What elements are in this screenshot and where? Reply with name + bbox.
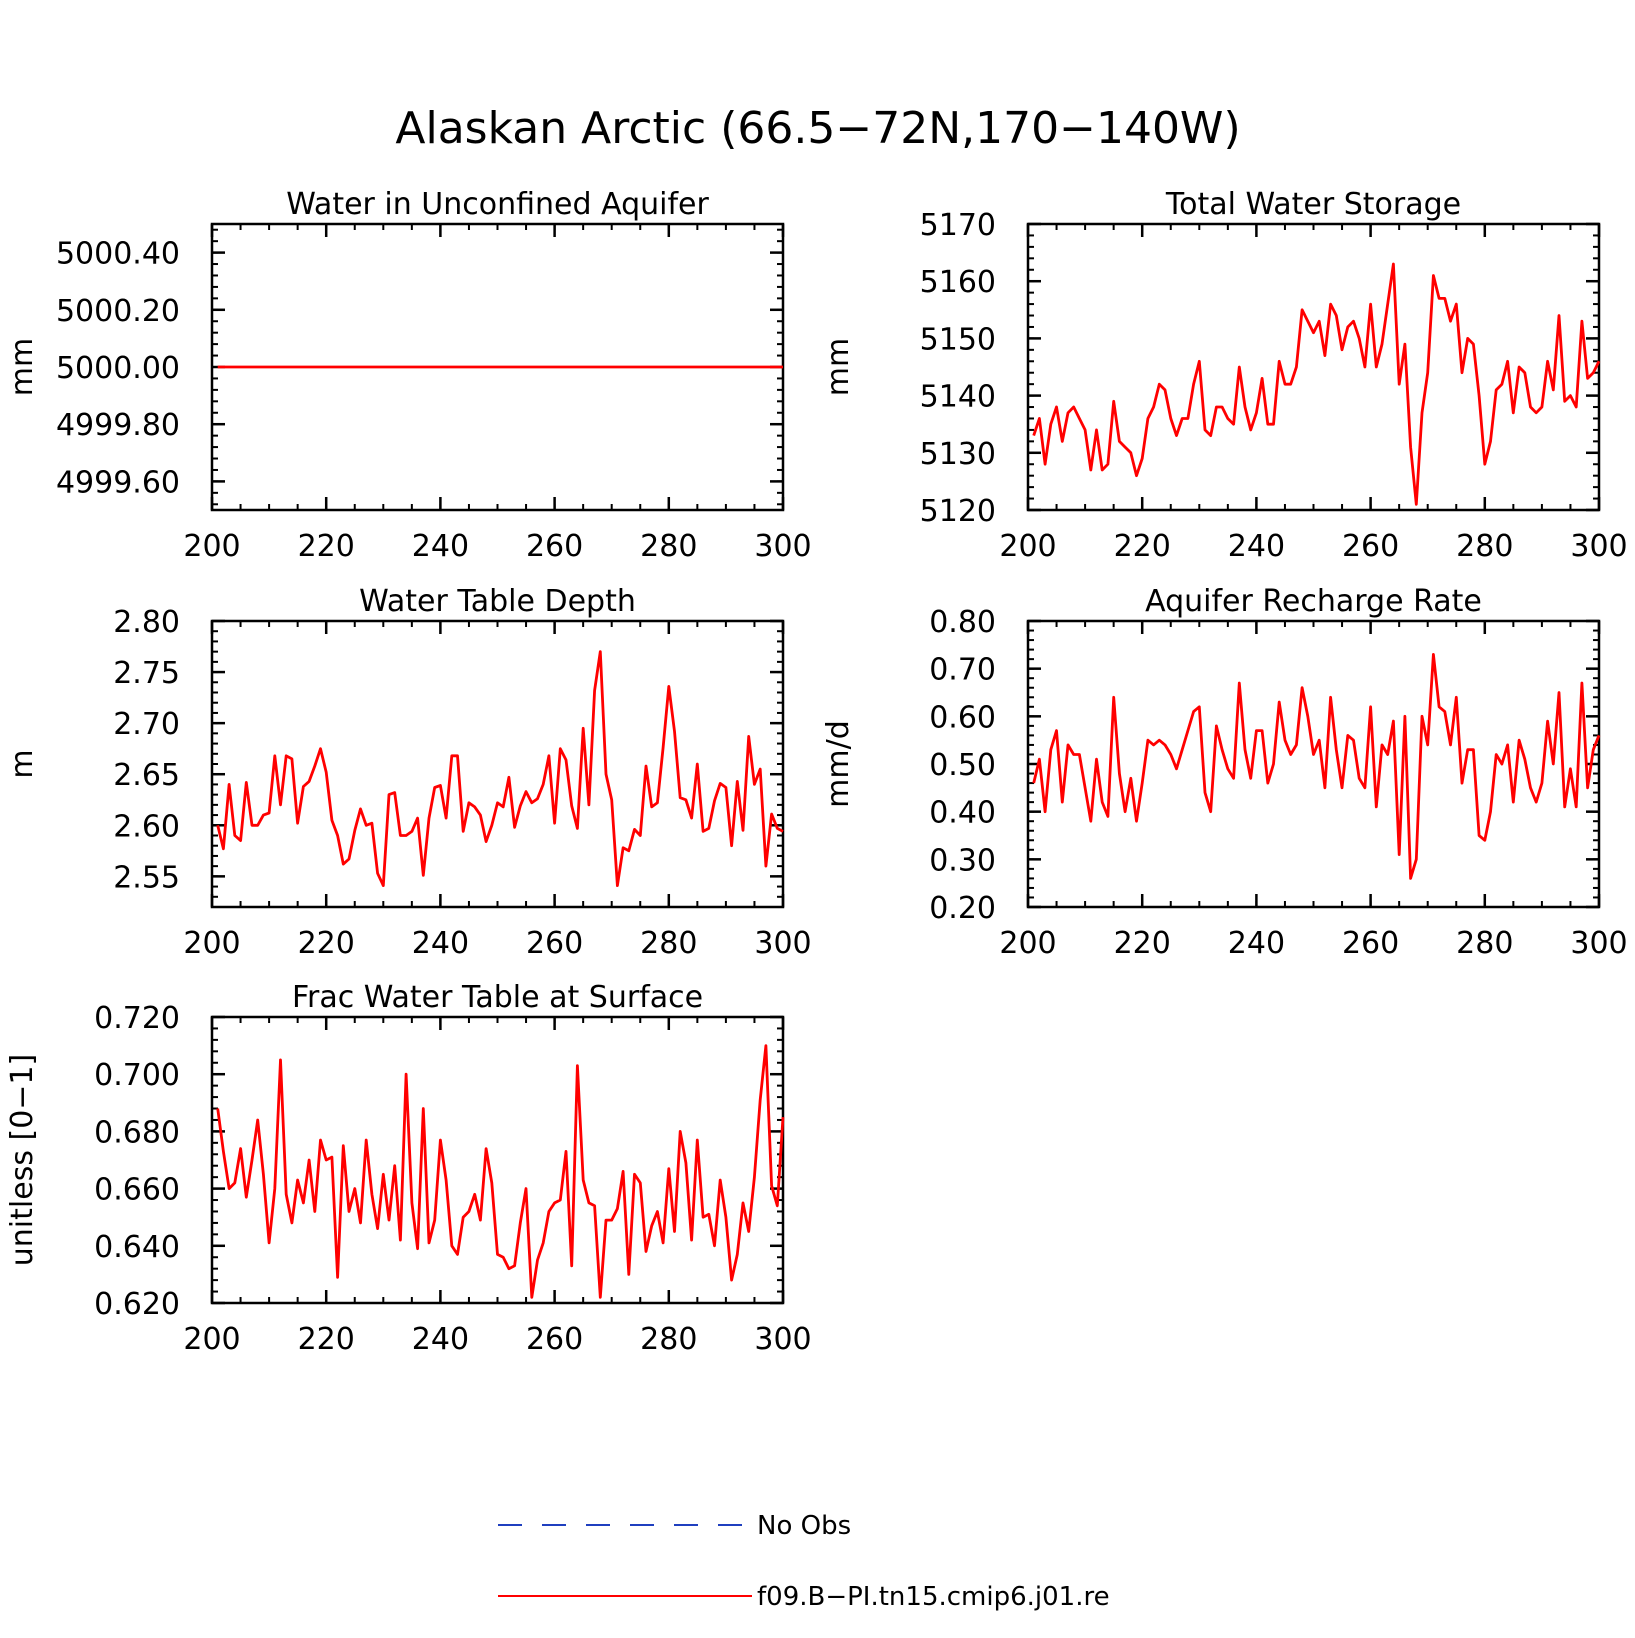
y-tick-label: 5000.00 [56,351,180,386]
x-tick-label: 280 [640,926,697,961]
x-tick-label: 260 [526,1322,583,1357]
y-tick-label: 0.30 [929,843,996,878]
y-axis-label: unitless [0−1] [5,1054,40,1266]
chart-panel-2: 200 220 240 260 280 300 5120 5130 5140 5150 5160 51… [821,187,1628,564]
chart-panel-4: 200 220 240 260 280 300 0.20 0.30 0.40 0.50 0.60 0.… [821,584,1628,961]
y-tick-label: 0.20 [929,891,996,926]
y-tick-label: 5150 [920,322,996,357]
plot-frame [1026,619,1601,909]
chart-panels: 200 220 240 260 280 300 4999.60 4999.80 5000.00 5… [5,187,1628,1357]
x-tick-label: 300 [754,1322,811,1357]
y-axis-label: mm [5,338,40,396]
x-tick-label: 260 [526,926,583,961]
x-tick-label: 200 [183,529,240,564]
x-tick-label: 240 [1228,529,1285,564]
data-series-line [1032,653,1601,880]
panel-title: Frac Water Table at Surface [292,980,703,1015]
panel-title: Water in Unconfined Aquifer [286,187,709,222]
x-tick-label: 280 [1456,926,1513,961]
chart-panel-3: 200 220 240 260 280 300 2.55 2.60 2.65 2.70 2.75 2.… [5,584,812,961]
chart-panel-1: 200 220 240 260 280 300 4999.60 4999.80 5000.00 5… [5,187,812,564]
legend: No Obs f09.B−PI.tn15.cmip6.j01.re [498,1511,1110,1612]
x-tick-label: 260 [1342,926,1399,961]
x-tick-label: 260 [1342,529,1399,564]
data-series-line [216,1044,785,1299]
y-axis-label: m [5,749,40,778]
y-tick-label: 4999.80 [56,408,180,443]
y-tick-label: 5000.40 [56,237,180,272]
y-tick-label: 5140 [920,380,996,415]
y-tick-label: 2.60 [113,809,180,844]
y-tick-label: 2.75 [113,656,180,691]
x-tick-label: 240 [412,926,469,961]
y-tick-label: 0.80 [929,605,996,640]
x-tick-label: 200 [999,529,1056,564]
x-tick-label: 280 [640,529,697,564]
y-tick-label: 2.70 [113,707,180,742]
y-tick-label: 0.720 [94,1001,180,1036]
y-tick-label: 0.680 [94,1115,180,1150]
x-tick-label: 240 [1228,926,1285,961]
y-tick-label: 5120 [920,494,996,529]
plot-frame [1026,222,1601,512]
y-tick-label: 2.80 [113,605,180,640]
panel-title: Total Water Storage [1165,187,1461,222]
y-tick-label: 5130 [920,437,996,472]
y-tick-label: 0.700 [94,1058,180,1093]
legend-label-model: f09.B−PI.tn15.cmip6.j01.re [757,1582,1110,1612]
x-tick-label: 220 [298,529,355,564]
x-tick-label: 300 [1570,529,1627,564]
x-tick-label: 220 [1114,529,1171,564]
x-tick-label: 240 [412,1322,469,1357]
y-tick-label: 0.640 [94,1230,180,1265]
y-tick-label: 5170 [920,208,996,243]
x-tick-label: 240 [412,529,469,564]
y-tick-label: 2.55 [113,860,180,895]
x-tick-label: 220 [298,1322,355,1357]
y-axis-label: mm/d [821,720,856,808]
x-tick-label: 300 [754,926,811,961]
y-axis-label: mm [821,338,856,396]
data-series-line [216,650,784,887]
figure-title: Alaskan Arctic (66.5−72N,170−140W) [395,103,1240,154]
x-tick-label: 280 [1456,529,1513,564]
data-series-line [1032,262,1601,506]
y-tick-label: 5000.20 [56,294,180,329]
y-tick-label: 5160 [920,265,996,300]
legend-label-no-obs: No Obs [757,1511,851,1541]
y-tick-label: 0.620 [94,1287,180,1322]
y-tick-label: 2.65 [113,758,180,793]
x-tick-label: 300 [1570,926,1627,961]
x-tick-label: 300 [754,529,811,564]
y-tick-label: 0.40 [929,796,996,831]
panel-title: Aquifer Recharge Rate [1145,584,1482,619]
y-tick-label: 0.50 [929,748,996,783]
panel-title: Water Table Depth [359,584,636,619]
y-tick-label: 0.70 [929,653,996,688]
x-tick-label: 260 [526,529,583,564]
x-tick-label: 200 [183,926,240,961]
y-tick-label: 0.60 [929,700,996,735]
y-tick-label: 4999.60 [56,465,180,500]
x-tick-label: 200 [183,1322,240,1357]
x-tick-label: 220 [298,926,355,961]
x-tick-label: 200 [999,926,1056,961]
x-tick-label: 280 [640,1322,697,1357]
x-tick-label: 220 [1114,926,1171,961]
chart-panel-5: 200 220 240 260 280 300 0.620 0.640 0.660 0.680 0.… [5,980,812,1357]
y-tick-label: 0.660 [94,1173,180,1208]
